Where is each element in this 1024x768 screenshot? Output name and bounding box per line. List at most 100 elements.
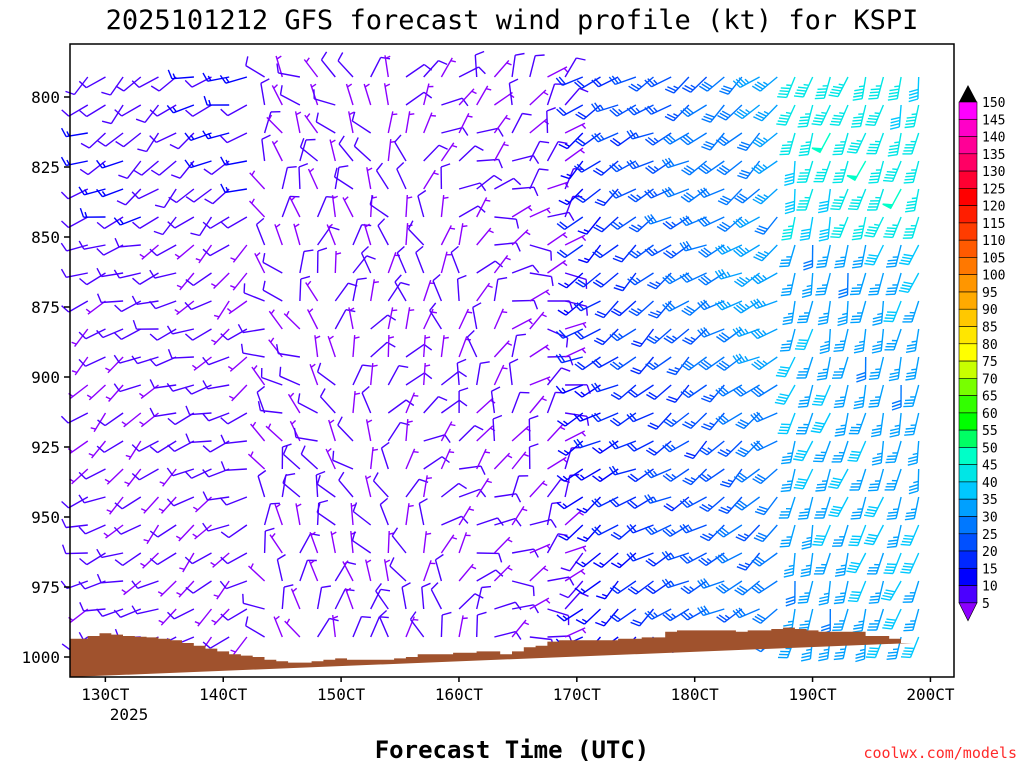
wind-barb bbox=[813, 440, 831, 463]
wind-barb bbox=[716, 216, 743, 233]
wind-barb bbox=[184, 76, 212, 88]
wind-barb bbox=[269, 532, 283, 554]
wind-barb bbox=[573, 300, 601, 312]
wind-barb bbox=[626, 440, 654, 452]
wind-barb bbox=[574, 356, 601, 371]
wind-barb bbox=[440, 335, 449, 358]
wind-barb bbox=[511, 580, 535, 597]
wind-barb bbox=[627, 384, 654, 398]
wind-barb bbox=[815, 272, 831, 296]
wind-barb bbox=[594, 188, 619, 207]
wind-barb bbox=[338, 471, 354, 498]
wind-barb bbox=[380, 441, 390, 470]
wind-barb bbox=[96, 267, 124, 278]
y-tick-label: 975 bbox=[31, 578, 60, 597]
wind-barb bbox=[294, 111, 302, 134]
wind-barb bbox=[476, 569, 504, 582]
wind-barb bbox=[626, 104, 654, 116]
wind-barb bbox=[529, 140, 550, 162]
wind-barb bbox=[829, 104, 849, 126]
wind-barb bbox=[316, 585, 332, 610]
wind-barb bbox=[320, 51, 336, 78]
wind-barb bbox=[830, 188, 849, 211]
wind-barb bbox=[849, 272, 867, 296]
colorbar-swatch bbox=[958, 481, 978, 500]
wind-barb bbox=[281, 166, 297, 190]
wind-barb bbox=[80, 132, 106, 149]
x-tick-label: 190CT bbox=[788, 685, 837, 704]
wind-barb bbox=[715, 552, 743, 564]
wind-barb bbox=[646, 384, 672, 401]
wind-barb bbox=[547, 608, 570, 626]
wind-barb bbox=[309, 363, 319, 386]
wind-barb bbox=[797, 104, 814, 128]
colorbar-label: 85 bbox=[982, 321, 998, 336]
wind-barb bbox=[458, 182, 487, 192]
colorbar-label: 115 bbox=[982, 217, 1005, 232]
wind-barb bbox=[226, 300, 248, 315]
wind-barb bbox=[564, 568, 586, 582]
wind-barb bbox=[61, 104, 89, 117]
colorbar-label: 135 bbox=[982, 148, 1005, 163]
wind-barb bbox=[872, 300, 885, 326]
colorbar-swatch bbox=[958, 326, 978, 345]
wind-barb bbox=[493, 308, 508, 330]
wind-barb bbox=[564, 57, 586, 78]
wind-barb bbox=[337, 416, 354, 442]
wind-barb bbox=[828, 76, 849, 98]
wind-barb bbox=[476, 197, 491, 218]
wind-barb bbox=[493, 141, 509, 162]
wind-barb bbox=[493, 564, 513, 582]
wind-barb bbox=[868, 160, 885, 184]
wind-barb bbox=[529, 395, 547, 414]
colorbar-swatch bbox=[958, 170, 978, 189]
wind-barb bbox=[751, 160, 778, 175]
wind-barb bbox=[434, 553, 444, 582]
wind-barb bbox=[405, 448, 419, 470]
colorbar-label: 95 bbox=[982, 286, 998, 301]
wind-barb bbox=[733, 496, 761, 511]
wind-barb bbox=[329, 139, 336, 162]
wind-barb bbox=[113, 354, 141, 364]
wind-barb bbox=[149, 552, 177, 566]
wind-barb bbox=[458, 563, 477, 582]
wind-barb bbox=[609, 496, 637, 508]
wind-barb bbox=[794, 328, 814, 351]
wind-barb bbox=[494, 242, 521, 252]
wind-barb bbox=[316, 474, 336, 498]
wind-barb bbox=[79, 602, 106, 612]
wind-barb bbox=[796, 160, 814, 183]
wind-barb bbox=[184, 159, 212, 169]
wind-barb bbox=[815, 468, 831, 492]
wind-barb bbox=[303, 57, 319, 78]
wind-barb bbox=[97, 132, 124, 147]
wind-barb bbox=[157, 580, 177, 597]
wind-barb bbox=[456, 358, 467, 386]
wind-barb bbox=[149, 328, 177, 341]
wind-barb bbox=[333, 167, 354, 190]
wind-barb bbox=[698, 356, 725, 371]
colorbar-swatch bbox=[958, 498, 978, 517]
wind-barb bbox=[220, 104, 248, 117]
wind-barb bbox=[867, 608, 885, 631]
wind-barb bbox=[476, 611, 487, 638]
wind-barb bbox=[150, 76, 177, 92]
y-axis: 800 825 850 875 900 925 950 975 1000 bbox=[21, 88, 70, 667]
credit-text: coolwx.com/models bbox=[863, 744, 1017, 762]
wind-barb bbox=[131, 580, 159, 589]
wind-barb bbox=[332, 450, 354, 470]
colorbar-label: 125 bbox=[982, 182, 1005, 197]
wind-barb bbox=[383, 83, 391, 106]
wind-barb bbox=[546, 367, 571, 386]
wind-barb bbox=[256, 385, 266, 414]
wind-barb bbox=[149, 379, 177, 389]
wind-barb bbox=[96, 293, 124, 304]
wind-barb bbox=[251, 365, 266, 386]
colorbar-swatch bbox=[958, 464, 978, 483]
wind-barb bbox=[202, 72, 230, 82]
wind-barb bbox=[714, 244, 743, 255]
wind-barb bbox=[564, 147, 585, 162]
wind-barb bbox=[866, 132, 885, 155]
colorbar-swatch bbox=[958, 429, 978, 448]
wind-barb bbox=[811, 132, 831, 154]
